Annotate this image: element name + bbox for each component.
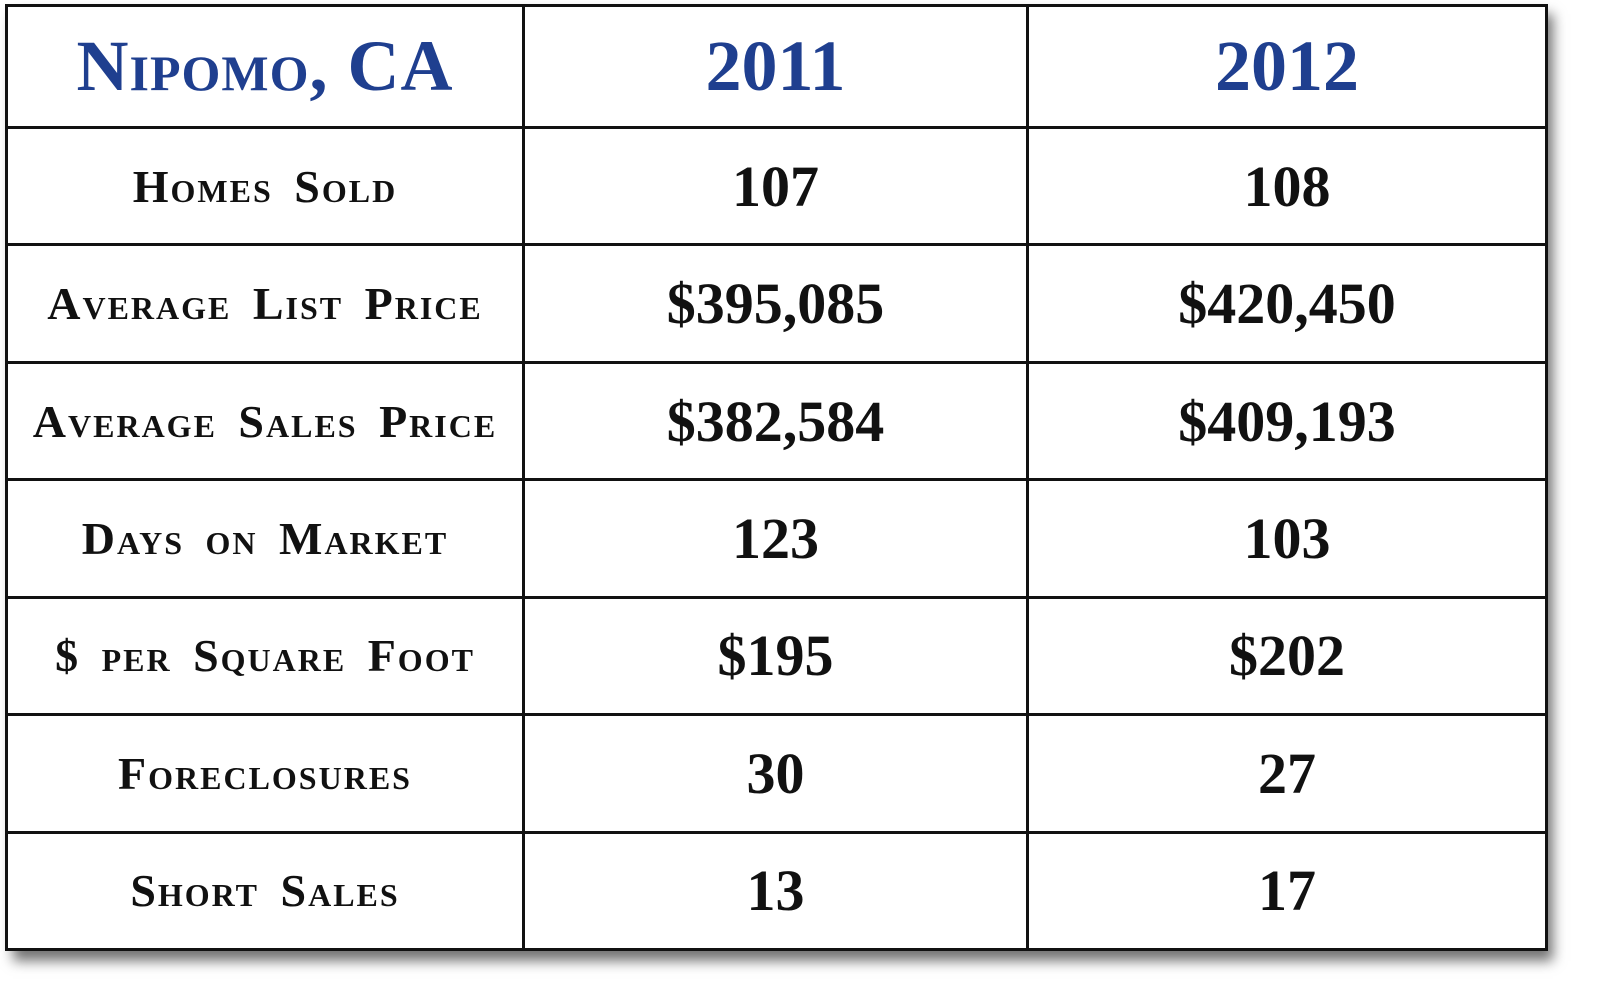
column-header-2012: 2012 [1026, 4, 1548, 129]
table-row: Short Sales 13 17 [5, 830, 1548, 952]
table-row: $ per Square Foot $195 $202 [5, 595, 1548, 717]
row-label: $ per Square Foot [5, 595, 525, 717]
table-row: Foreclosures 30 27 [5, 713, 1548, 834]
row-label: Average Sales Price [5, 360, 525, 482]
cell-value-2012: $409,193 [1026, 360, 1548, 482]
table-title: Nipomo, CA [5, 4, 525, 129]
cell-value-2011: $195 [522, 595, 1029, 717]
cell-value-2011: 30 [522, 713, 1029, 834]
row-label: Foreclosures [5, 713, 525, 834]
stats-table-frame: Nipomo, CA 2011 2012 Homes Sold 107 108 Ave… [5, 4, 1548, 952]
cell-value-2012: 108 [1026, 125, 1548, 247]
cell-value-2012: $420,450 [1026, 243, 1548, 364]
column-header-2011: 2011 [522, 4, 1029, 129]
table-row: Average List Price $395,085 $420,450 [5, 243, 1548, 364]
cell-value-2011: 107 [522, 125, 1029, 247]
stats-table: Nipomo, CA 2011 2012 Homes Sold 107 108 Ave… [5, 4, 1548, 952]
table-row: Days on Market 123 103 [5, 478, 1548, 599]
table-row: Average Sales Price $382,584 $409,193 [5, 360, 1548, 482]
row-label: Days on Market [5, 478, 525, 599]
cell-value-2011: 123 [522, 478, 1029, 599]
cell-value-2011: $382,584 [522, 360, 1029, 482]
row-label: Average List Price [5, 243, 525, 364]
row-label: Short Sales [5, 830, 525, 952]
cell-value-2012: 103 [1026, 478, 1548, 599]
row-label: Homes Sold [5, 125, 525, 247]
cell-value-2011: $395,085 [522, 243, 1029, 364]
cell-value-2012: 27 [1026, 713, 1548, 834]
cell-value-2012: 17 [1026, 830, 1548, 952]
cell-value-2011: 13 [522, 830, 1029, 952]
header-row: Nipomo, CA 2011 2012 [5, 4, 1548, 129]
cell-value-2012: $202 [1026, 595, 1548, 717]
table-row: Homes Sold 107 108 [5, 125, 1548, 247]
